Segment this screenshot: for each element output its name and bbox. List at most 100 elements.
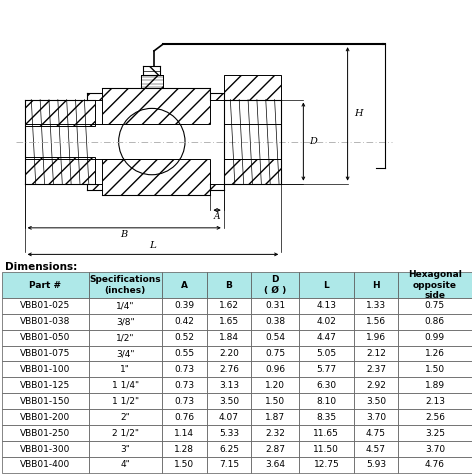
Text: 1.50: 1.50 bbox=[425, 365, 445, 374]
Text: 4.02: 4.02 bbox=[317, 317, 337, 326]
Text: 3.50: 3.50 bbox=[219, 397, 239, 406]
Bar bbox=[102, 89, 210, 124]
Bar bbox=[299, 346, 354, 362]
Text: 0.55: 0.55 bbox=[174, 349, 194, 358]
Bar bbox=[224, 159, 281, 183]
Bar bbox=[162, 362, 207, 377]
Text: 0.75: 0.75 bbox=[425, 301, 445, 310]
Bar bbox=[25, 157, 95, 183]
Text: B: B bbox=[120, 230, 128, 239]
Bar bbox=[354, 377, 398, 393]
Bar bbox=[210, 93, 224, 100]
Bar bbox=[89, 298, 162, 314]
Bar bbox=[162, 346, 207, 362]
Bar bbox=[398, 441, 472, 457]
Bar bbox=[89, 377, 162, 393]
Bar bbox=[207, 362, 251, 377]
Bar bbox=[89, 441, 162, 457]
Bar bbox=[207, 273, 251, 298]
Bar bbox=[354, 393, 398, 409]
Text: 11.50: 11.50 bbox=[313, 445, 339, 454]
Text: 2.12: 2.12 bbox=[366, 349, 386, 358]
Bar bbox=[251, 329, 299, 346]
Bar bbox=[2, 409, 89, 425]
Text: 3.25: 3.25 bbox=[425, 428, 445, 438]
Bar bbox=[2, 298, 89, 314]
Text: 1.87: 1.87 bbox=[265, 413, 285, 422]
Bar bbox=[207, 298, 251, 314]
Bar bbox=[251, 441, 299, 457]
Bar bbox=[354, 273, 398, 298]
Text: 4": 4" bbox=[120, 460, 130, 469]
Text: 0.38: 0.38 bbox=[265, 317, 285, 326]
Text: 2.76: 2.76 bbox=[219, 365, 239, 374]
Text: D: D bbox=[309, 137, 317, 146]
Bar bbox=[162, 393, 207, 409]
Text: 3.13: 3.13 bbox=[219, 381, 239, 390]
Text: 3.70: 3.70 bbox=[425, 445, 445, 454]
Text: 3/8": 3/8" bbox=[116, 317, 135, 326]
Text: 0.75: 0.75 bbox=[265, 349, 285, 358]
Text: Hexagonal
opposite
side: Hexagonal opposite side bbox=[408, 270, 462, 300]
Bar bbox=[207, 329, 251, 346]
Bar bbox=[2, 273, 89, 298]
Bar bbox=[162, 377, 207, 393]
Bar bbox=[87, 93, 102, 100]
Text: 2": 2" bbox=[120, 413, 130, 422]
Text: 3.64: 3.64 bbox=[265, 460, 285, 469]
Text: 12.75: 12.75 bbox=[313, 460, 339, 469]
Bar bbox=[162, 329, 207, 346]
Bar bbox=[2, 441, 89, 457]
Bar bbox=[224, 75, 281, 100]
Bar bbox=[251, 298, 299, 314]
Text: 0.73: 0.73 bbox=[174, 381, 194, 390]
Bar bbox=[398, 377, 472, 393]
Text: VBB01-125: VBB01-125 bbox=[20, 381, 71, 390]
Bar bbox=[299, 409, 354, 425]
Bar bbox=[299, 393, 354, 409]
Bar bbox=[89, 273, 162, 298]
Bar bbox=[2, 314, 89, 329]
Bar bbox=[299, 273, 354, 298]
Bar bbox=[207, 377, 251, 393]
Bar bbox=[398, 425, 472, 441]
Text: 1.33: 1.33 bbox=[366, 301, 386, 310]
Text: B: B bbox=[226, 281, 232, 290]
Bar bbox=[2, 393, 89, 409]
Bar bbox=[210, 183, 224, 190]
Text: 2.56: 2.56 bbox=[425, 413, 445, 422]
Text: 0.31: 0.31 bbox=[265, 301, 285, 310]
Text: 0.39: 0.39 bbox=[174, 301, 194, 310]
Text: 2.13: 2.13 bbox=[425, 397, 445, 406]
Text: 1.14: 1.14 bbox=[174, 428, 194, 438]
Text: VBB01-250: VBB01-250 bbox=[20, 428, 71, 438]
Bar bbox=[162, 298, 207, 314]
Text: VBB01-200: VBB01-200 bbox=[20, 413, 71, 422]
Text: VBB01-075: VBB01-075 bbox=[20, 349, 71, 358]
Text: 5.93: 5.93 bbox=[366, 460, 386, 469]
Text: 11.65: 11.65 bbox=[313, 428, 339, 438]
Text: 5.33: 5.33 bbox=[219, 428, 239, 438]
Bar bbox=[251, 273, 299, 298]
Text: 3/4": 3/4" bbox=[116, 349, 135, 358]
Text: 1.28: 1.28 bbox=[174, 445, 194, 454]
Text: 1.89: 1.89 bbox=[425, 381, 445, 390]
Bar bbox=[2, 362, 89, 377]
Bar bbox=[398, 314, 472, 329]
Text: 0.52: 0.52 bbox=[174, 333, 194, 342]
Bar bbox=[299, 298, 354, 314]
Bar bbox=[251, 393, 299, 409]
Bar bbox=[299, 377, 354, 393]
Bar bbox=[398, 346, 472, 362]
Text: 1.56: 1.56 bbox=[366, 317, 386, 326]
Text: 0.76: 0.76 bbox=[174, 413, 194, 422]
Text: D
( Ø ): D ( Ø ) bbox=[264, 275, 286, 295]
Text: H: H bbox=[354, 109, 363, 118]
Text: 1.50: 1.50 bbox=[174, 460, 194, 469]
Bar bbox=[251, 457, 299, 473]
Text: A: A bbox=[181, 281, 188, 290]
Bar bbox=[354, 409, 398, 425]
Text: 4.13: 4.13 bbox=[316, 301, 337, 310]
Bar bbox=[354, 362, 398, 377]
Text: 1.50: 1.50 bbox=[265, 397, 285, 406]
